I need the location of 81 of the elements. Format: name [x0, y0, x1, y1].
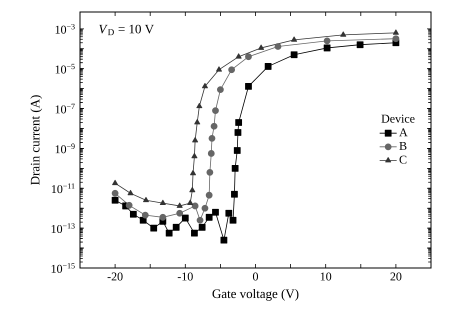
point [112, 180, 118, 186]
point [324, 37, 330, 44]
y-axis-title: Drain current (A) [30, 95, 42, 185]
point [230, 216, 236, 224]
point [192, 202, 199, 210]
point [112, 196, 118, 204]
point [202, 82, 208, 88]
point [235, 119, 242, 126]
legend-label: C [400, 156, 406, 164]
point [206, 192, 213, 199]
point [258, 44, 264, 50]
point [231, 190, 238, 198]
point [245, 82, 252, 90]
point [191, 152, 198, 158]
legend-label: B [399, 142, 406, 150]
point [112, 190, 118, 197]
point [189, 186, 196, 192]
y-tick-label: 10$^{−3}$ [56, 24, 75, 34]
y-tick-label: 10$^{−5}$ [56, 64, 75, 74]
point [290, 51, 298, 58]
annotation: V$_{D}$ = 10 V [99, 24, 154, 36]
y-tick-label: 10$^{−13}$ [52, 223, 75, 233]
point [228, 66, 236, 74]
point [182, 214, 189, 222]
point [274, 43, 282, 50]
legend-label: A [399, 128, 408, 136]
point [236, 53, 242, 59]
point [176, 210, 184, 217]
point [126, 202, 133, 209]
point [192, 137, 198, 142]
point [225, 210, 232, 217]
point [190, 170, 196, 176]
point [166, 230, 173, 237]
point [340, 31, 346, 37]
x-tick-label: 10 [320, 272, 332, 281]
point [206, 214, 213, 221]
y-tick-label: 10$^{−7}$ [56, 104, 75, 114]
point [208, 150, 215, 157]
x-tick-label: -20 [108, 272, 123, 281]
point [234, 129, 242, 136]
point [208, 134, 216, 142]
point [196, 102, 202, 108]
y-tick-label: 10$^{−15}$ [52, 263, 75, 273]
point [176, 202, 183, 208]
point [150, 224, 158, 232]
legend-title: Device [381, 114, 415, 123]
point [196, 216, 204, 224]
point [206, 168, 214, 176]
point [216, 66, 222, 72]
point [392, 29, 399, 35]
point [210, 122, 218, 130]
point [187, 200, 194, 206]
point [143, 196, 149, 202]
x-tick-label: 0 [252, 272, 258, 281]
point [128, 190, 134, 196]
x-tick-label: 20 [390, 272, 402, 281]
point [142, 212, 149, 219]
y-tick-label: 10$^{−9}$ [56, 144, 75, 154]
point [232, 164, 239, 172]
point [220, 236, 228, 244]
point [202, 204, 208, 212]
point [217, 86, 224, 94]
point [160, 200, 166, 206]
point [264, 63, 272, 70]
point [291, 36, 298, 42]
point [159, 214, 166, 221]
point [234, 147, 241, 154]
x-tick-label: -10 [178, 272, 193, 281]
point [245, 53, 252, 60]
point [356, 41, 364, 48]
point [130, 210, 137, 218]
point [212, 208, 219, 216]
point [392, 35, 400, 42]
point [198, 224, 206, 231]
point [172, 224, 180, 231]
point [212, 107, 219, 114]
y-tick-label: 10$^{−11}$ [52, 183, 75, 194]
point [194, 119, 200, 124]
point [191, 230, 198, 237]
point [324, 44, 330, 52]
x-axis-title: Gate voltage (V) [212, 289, 298, 301]
